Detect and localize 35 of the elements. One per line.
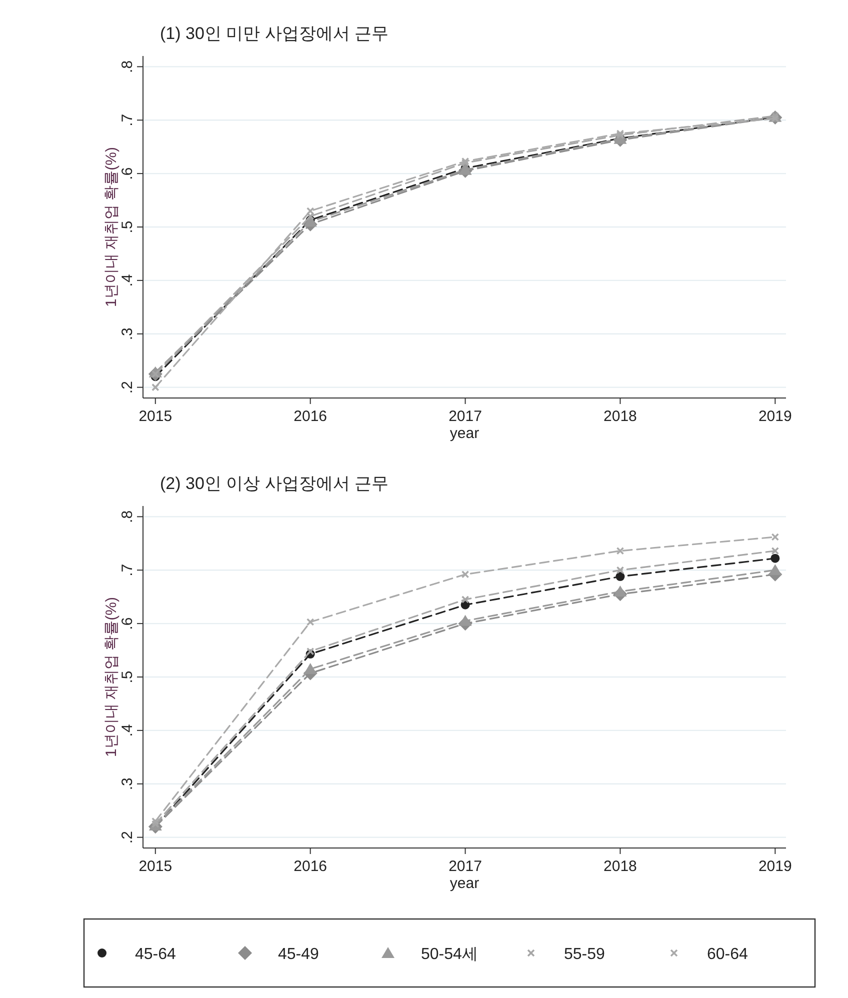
chart-title: (1) 30인 미만 사업장에서 근무: [160, 24, 389, 43]
x-tick-label: 2017: [448, 858, 482, 875]
legend-label: 55-59: [564, 946, 606, 963]
y-tick-label: .4: [119, 274, 136, 287]
y-tick-label: .6: [119, 167, 136, 180]
legend-label: 60-64: [707, 946, 748, 963]
y-axis-title: 1년이내 재취업 확률(%): [103, 146, 120, 308]
x-tick-label: 2019: [758, 858, 792, 875]
x-tick-label: 2016: [294, 858, 328, 875]
y-tick-label: .3: [119, 328, 136, 340]
y-tick-label: .2: [119, 831, 136, 844]
legend-label: 45-49: [278, 946, 320, 963]
y-tick-label: .5: [119, 670, 136, 684]
y-tick-label: .7: [119, 114, 136, 126]
x-tick-label: 2015: [138, 858, 172, 875]
x-tick-label: 2017: [448, 408, 482, 425]
x-tick-label: 2018: [604, 408, 637, 425]
chart-title: (2) 30인 이상 사업장에서 근무: [160, 474, 389, 493]
x-tick-label: 2015: [138, 408, 172, 425]
x-axis-title: year: [450, 875, 480, 892]
y-tick-label: .8: [119, 60, 136, 73]
y-tick-label: .3: [119, 778, 136, 790]
x-tick-label: 2018: [604, 858, 637, 875]
x-tick-label: 2016: [294, 408, 328, 425]
legend-label: 50-54세: [421, 946, 478, 963]
y-tick-label: .5: [119, 220, 136, 234]
x-tick-label: 2019: [758, 408, 792, 425]
y-tick-label: .6: [119, 617, 136, 630]
legend-label: 45-64: [135, 946, 176, 963]
y-axis-title: 1년이내 재취업 확률(%): [103, 596, 120, 758]
y-tick-label: .4: [119, 724, 136, 737]
y-tick-label: .2: [119, 381, 136, 394]
y-tick-label: .8: [119, 510, 136, 523]
y-tick-label: .7: [119, 564, 136, 576]
x-axis-title: year: [450, 425, 480, 442]
